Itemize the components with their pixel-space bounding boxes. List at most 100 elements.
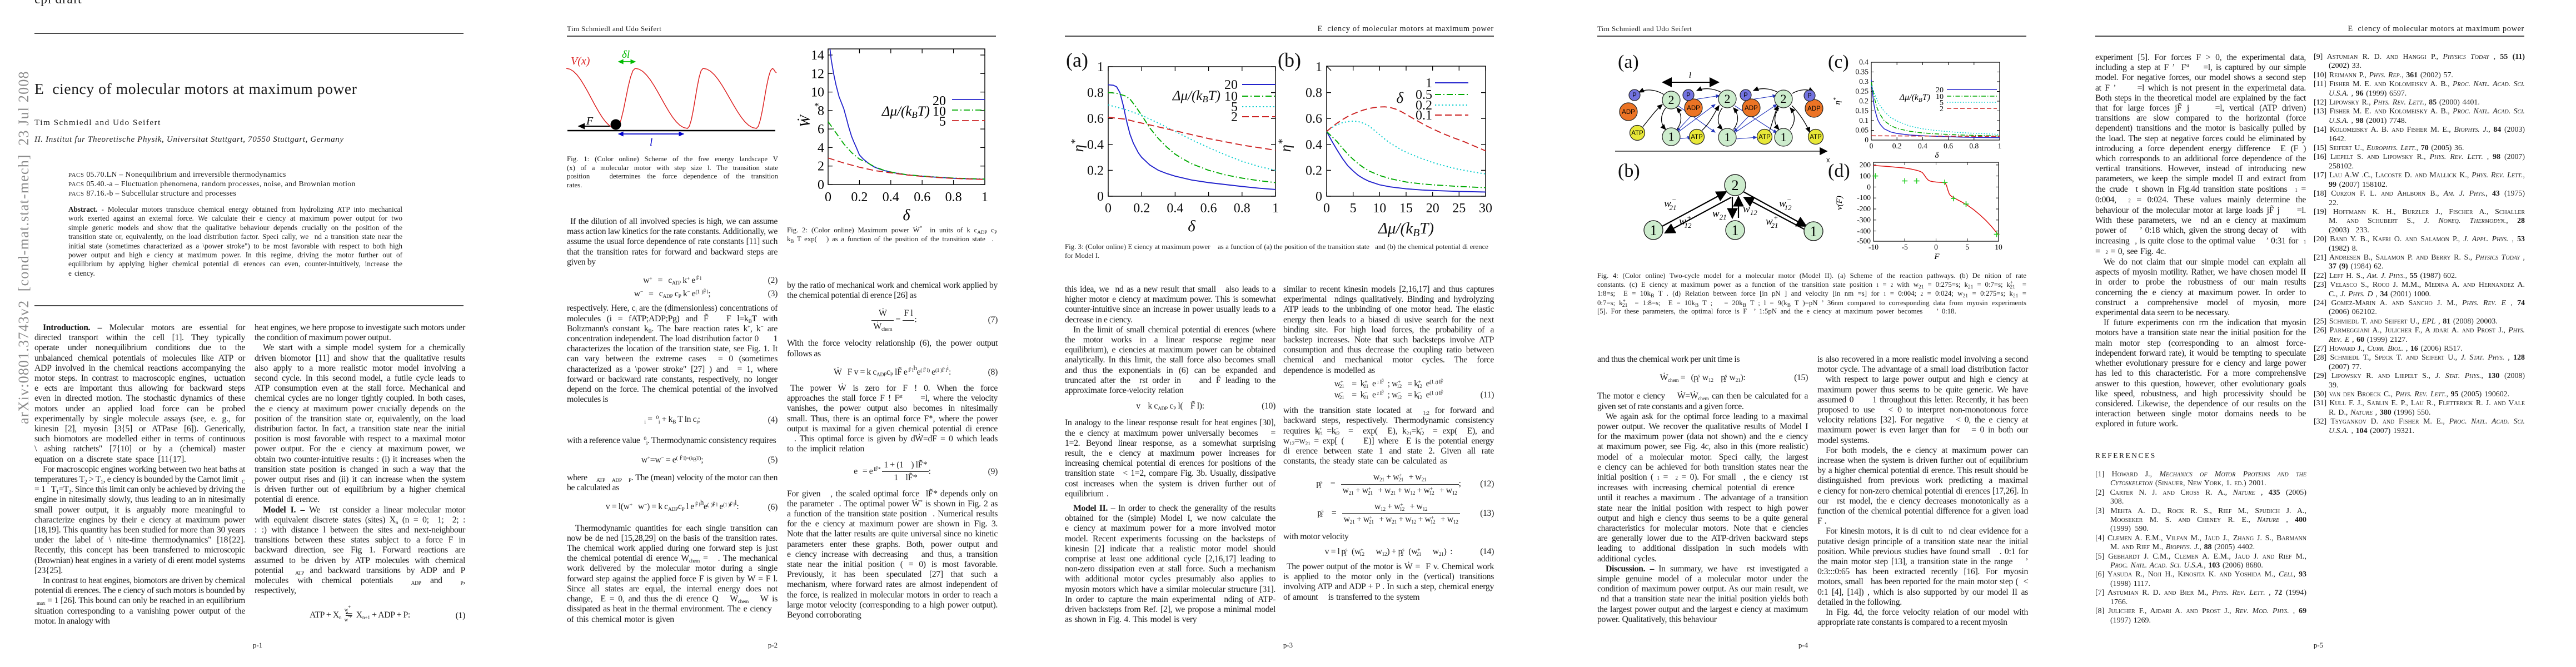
- svg-text:0.4: 0.4: [1918, 142, 1927, 150]
- svg-text:0.3: 0.3: [1859, 77, 1869, 86]
- svg-text:1: 1: [1725, 130, 1731, 144]
- svg-text:15: 15: [1399, 201, 1413, 216]
- svg-text:l: l: [1689, 71, 1691, 80]
- svg-text:w12: w12: [1743, 203, 1757, 217]
- svg-text:0.1: 0.1: [1859, 116, 1869, 125]
- svg-text:0.6: 0.6: [1306, 112, 1322, 126]
- svg-text:1: 1: [1316, 60, 1322, 74]
- svg-text:η*: η*: [1832, 97, 1842, 104]
- svg-text:0.8: 0.8: [1306, 86, 1322, 101]
- svg-text:2: 2: [1732, 177, 1739, 193]
- svg-text:14: 14: [811, 48, 824, 63]
- svg-text:ATP: ATP: [1758, 134, 1771, 141]
- svg-text:-5: -5: [1902, 243, 1908, 251]
- svg-text:1: 1: [1272, 201, 1279, 216]
- svg-text:P: P: [1807, 93, 1812, 99]
- svg-text:-500: -500: [1857, 237, 1871, 245]
- svg-text:-400: -400: [1857, 227, 1871, 235]
- svg-text:ATP: ATP: [1691, 134, 1703, 141]
- svg-text:0.4: 0.4: [1306, 138, 1322, 152]
- svg-text:20: 20: [1224, 78, 1238, 92]
- svg-text:0.6: 0.6: [1200, 201, 1217, 216]
- svg-text:ADP: ADP: [1687, 105, 1700, 112]
- svg-text:6: 6: [818, 122, 824, 137]
- svg-text:0.4: 0.4: [1167, 201, 1183, 216]
- svg-text:20: 20: [933, 94, 946, 108]
- svg-text:25: 25: [1452, 201, 1466, 216]
- svg-text:0.6: 0.6: [914, 190, 930, 205]
- svg-text:100: 100: [1860, 172, 1871, 180]
- svg-text:10: 10: [1224, 89, 1238, 104]
- svg-text:0.2: 0.2: [1306, 163, 1322, 178]
- svg-text:δ: δ: [903, 207, 910, 224]
- svg-text:(a): (a): [1066, 49, 1088, 71]
- svg-text:w21: w21: [1712, 208, 1727, 221]
- svg-text:w+21: w+ 21: [1766, 213, 1778, 230]
- svg-text:-300: -300: [1857, 216, 1871, 224]
- svg-text:0.1: 0.1: [1416, 108, 1432, 123]
- svg-text:10: 10: [1995, 243, 2002, 251]
- svg-text:2: 2: [1781, 92, 1787, 106]
- svg-text:0.2: 0.2: [1133, 201, 1150, 216]
- svg-text:10: 10: [811, 86, 824, 100]
- svg-text:0: 0: [1316, 190, 1322, 204]
- svg-text:Ẇ: Ẇ: [797, 114, 813, 127]
- svg-text:δ: δ: [1935, 151, 1940, 160]
- svg-text:0.2: 0.2: [1087, 163, 1104, 178]
- svg-text:-100: -100: [1857, 193, 1871, 202]
- svg-text:0: 0: [1865, 136, 1869, 144]
- svg-text:1: 1: [1810, 223, 1817, 240]
- svg-text:-10: -10: [1869, 243, 1879, 251]
- svg-text:Δμ/(kBT): Δμ/(kBT): [881, 104, 930, 120]
- svg-text:0.4: 0.4: [883, 190, 899, 205]
- svg-text:Δμ/(kBT): Δμ/(kBT): [1899, 93, 1930, 103]
- svg-text:P: P: [1743, 92, 1748, 99]
- svg-text:w−21: w− 21: [1664, 196, 1676, 212]
- svg-text:(a): (a): [1618, 52, 1639, 72]
- svg-text:0.2: 0.2: [1859, 97, 1869, 105]
- svg-text:0.8: 0.8: [1234, 201, 1250, 216]
- svg-text:5: 5: [1965, 243, 1969, 251]
- svg-text:0.5: 0.5: [1416, 88, 1432, 102]
- svg-text:ADP: ADP: [1807, 106, 1821, 112]
- svg-text:0: 0: [825, 190, 831, 205]
- svg-text:v(F): v(F): [1835, 196, 1844, 210]
- svg-text:12: 12: [811, 67, 824, 81]
- svg-text:4: 4: [818, 141, 824, 155]
- svg-text:P: P: [1686, 92, 1691, 99]
- svg-text:1: 1: [981, 190, 988, 205]
- svg-text:0.25: 0.25: [1855, 87, 1869, 96]
- svg-text:Δμ/(kBT): Δμ/(kBT): [1172, 88, 1220, 104]
- svg-text:0.8: 0.8: [1087, 86, 1104, 101]
- svg-text:-200: -200: [1857, 205, 1871, 213]
- svg-text:δl: δl: [622, 49, 630, 61]
- svg-text:30: 30: [1479, 201, 1492, 216]
- svg-text:ADP: ADP: [1622, 109, 1635, 116]
- svg-text:20: 20: [1426, 201, 1439, 216]
- svg-text:0.6: 0.6: [1087, 112, 1104, 126]
- svg-text:0.4: 0.4: [1087, 138, 1104, 152]
- svg-text:0: 0: [1934, 243, 1938, 251]
- svg-text:0.4: 0.4: [1859, 58, 1869, 66]
- svg-text:10: 10: [933, 104, 946, 119]
- svg-text:1: 1: [1781, 130, 1787, 144]
- svg-text:1: 1: [1998, 142, 2002, 150]
- svg-text:1: 1: [1426, 76, 1432, 91]
- svg-text:P: P: [1632, 92, 1637, 99]
- svg-text:F: F: [586, 115, 594, 127]
- svg-text:0.2: 0.2: [1416, 98, 1432, 113]
- svg-text:1: 1: [1650, 222, 1657, 238]
- svg-text:0.8: 0.8: [1969, 142, 1979, 150]
- svg-text:x: x: [1826, 156, 1830, 164]
- svg-text:0.05: 0.05: [1855, 126, 1869, 135]
- svg-text:1: 1: [1732, 222, 1739, 238]
- svg-text:200: 200: [1860, 161, 1871, 169]
- svg-text:V(x): V(x): [571, 55, 590, 67]
- svg-text:5: 5: [1350, 201, 1357, 216]
- svg-text:0: 0: [1105, 201, 1112, 216]
- svg-text:10: 10: [1936, 93, 1944, 101]
- svg-text:0: 0: [1097, 190, 1104, 204]
- svg-text:10: 10: [1373, 201, 1386, 216]
- svg-text:0: 0: [818, 178, 824, 192]
- svg-text:2: 2: [1231, 110, 1238, 125]
